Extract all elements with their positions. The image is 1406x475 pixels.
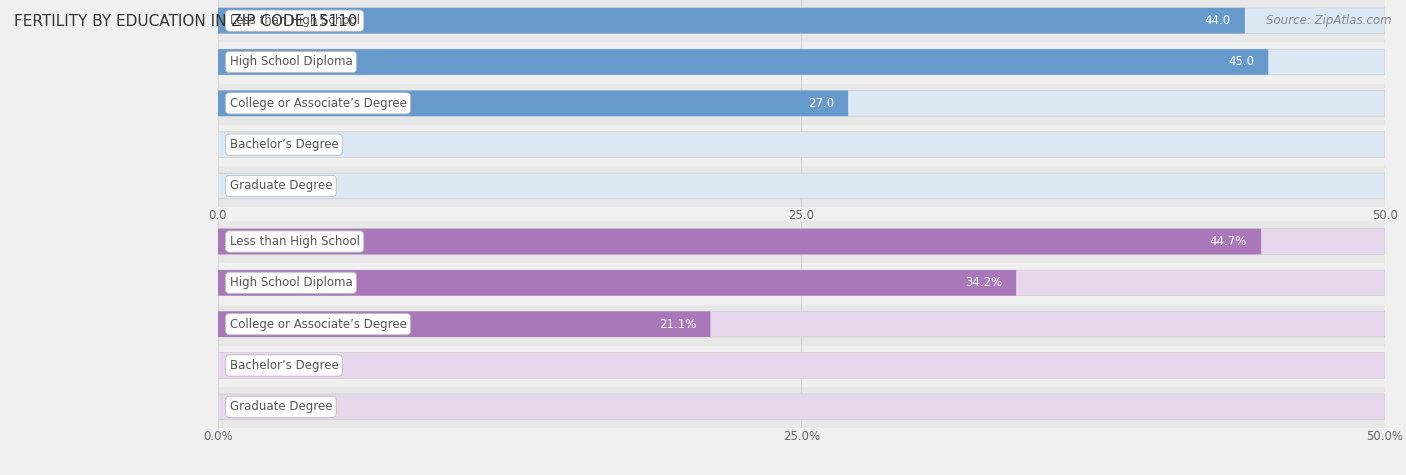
Text: 45.0: 45.0 <box>1229 56 1254 68</box>
Bar <box>218 0 1385 41</box>
Bar <box>218 41 1385 83</box>
FancyBboxPatch shape <box>218 270 1017 295</box>
Text: Source: ZipAtlas.com: Source: ZipAtlas.com <box>1267 14 1392 27</box>
Text: Graduate Degree: Graduate Degree <box>229 400 332 413</box>
Text: Bachelor’s Degree: Bachelor’s Degree <box>229 138 339 151</box>
FancyBboxPatch shape <box>218 8 1385 33</box>
Text: 0.0%: 0.0% <box>253 359 283 372</box>
Text: FERTILITY BY EDUCATION IN ZIP CODE 15110: FERTILITY BY EDUCATION IN ZIP CODE 15110 <box>14 14 357 29</box>
Bar <box>218 304 1385 345</box>
FancyBboxPatch shape <box>218 132 1385 157</box>
FancyBboxPatch shape <box>218 229 1385 254</box>
FancyBboxPatch shape <box>218 49 1385 75</box>
Bar <box>218 83 1385 124</box>
Text: 27.0: 27.0 <box>808 97 834 110</box>
Bar <box>218 165 1385 207</box>
FancyBboxPatch shape <box>218 49 1268 75</box>
Text: Less than High School: Less than High School <box>229 235 360 248</box>
Text: 44.7%: 44.7% <box>1209 235 1247 248</box>
FancyBboxPatch shape <box>218 394 1385 419</box>
Text: High School Diploma: High School Diploma <box>229 56 353 68</box>
FancyBboxPatch shape <box>218 8 1244 33</box>
FancyBboxPatch shape <box>218 312 710 337</box>
Text: 21.1%: 21.1% <box>659 318 696 331</box>
Text: Bachelor’s Degree: Bachelor’s Degree <box>229 359 339 372</box>
Bar <box>218 386 1385 428</box>
Text: Less than High School: Less than High School <box>229 14 360 27</box>
FancyBboxPatch shape <box>218 91 848 116</box>
Text: College or Associate’s Degree: College or Associate’s Degree <box>229 97 406 110</box>
Text: High School Diploma: High School Diploma <box>229 276 353 289</box>
FancyBboxPatch shape <box>218 173 1385 199</box>
Bar <box>218 345 1385 386</box>
FancyBboxPatch shape <box>218 270 1385 295</box>
FancyBboxPatch shape <box>218 312 1385 337</box>
Bar <box>218 221 1385 262</box>
Text: 0.0%: 0.0% <box>253 400 283 413</box>
Text: College or Associate’s Degree: College or Associate’s Degree <box>229 318 406 331</box>
Text: 0.0: 0.0 <box>253 138 271 151</box>
FancyBboxPatch shape <box>218 353 1385 378</box>
Text: 34.2%: 34.2% <box>965 276 1002 289</box>
Text: 0.0: 0.0 <box>253 180 271 192</box>
FancyBboxPatch shape <box>218 229 1261 254</box>
FancyBboxPatch shape <box>218 91 1385 116</box>
Text: Graduate Degree: Graduate Degree <box>229 180 332 192</box>
Bar <box>218 124 1385 165</box>
Bar <box>218 262 1385 304</box>
Text: 44.0: 44.0 <box>1205 14 1230 27</box>
